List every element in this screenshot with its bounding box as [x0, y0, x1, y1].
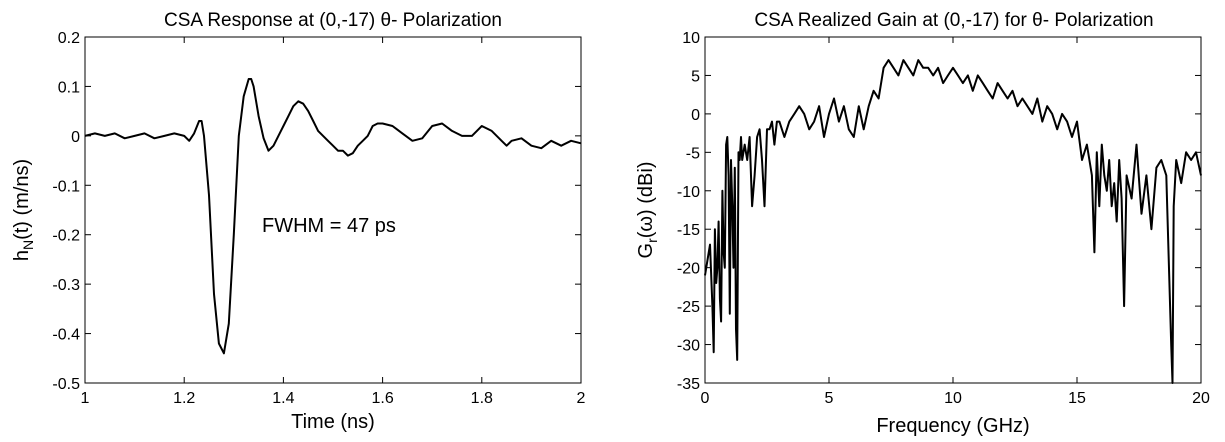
x-tick-label: 20	[1192, 390, 1210, 407]
x-axis-label: Frequency (GHz)	[876, 415, 1029, 437]
x-tick-label: 1.8	[471, 390, 493, 407]
plot-frame	[84, 36, 582, 384]
y-tick-label: -0.2	[52, 228, 80, 245]
x-axis: 1 1.2 1.4 1.6 1.8 2	[81, 37, 586, 407]
y-tick-label: 0.1	[58, 79, 80, 96]
y-tick-label: -25	[677, 299, 700, 316]
gain-line	[704, 59, 1202, 384]
chart-title: CSA Response at (0,-17) θ- Polarization	[164, 10, 502, 31]
x-tick-label: 0	[701, 390, 710, 407]
x-axis: 0 5 10 15 20	[701, 37, 1210, 407]
y-tick-label: -15	[677, 222, 700, 239]
y-label-rest: (ω) (dBi)	[635, 162, 657, 239]
y-tick-label: -10	[677, 184, 700, 201]
y-tick-label: -0.1	[52, 178, 80, 195]
y-tick-label: 0	[71, 129, 80, 146]
y-tick-label: 10	[682, 30, 700, 47]
y-tick-label: -0.5	[52, 376, 80, 393]
x-tick-label: 1.4	[272, 390, 294, 407]
realized-gain-chart: CSA Realized Gain at (0,-17) for θ- Pola…	[635, 10, 1210, 437]
x-tick-label: 1	[81, 390, 90, 407]
y-label-main: h	[11, 250, 33, 261]
y-tick-label: -0.4	[52, 327, 80, 344]
y-label-main: G	[635, 243, 657, 259]
y-tick-label: 0.2	[58, 30, 80, 47]
y-axis-label: hN(t) (m/ns)	[11, 159, 36, 261]
y-axis: -0.5 -0.4 -0.3 -0.2 -0.1 0 0.1 0.2	[52, 30, 581, 393]
x-tick-label: 10	[944, 390, 962, 407]
y-tick-label: 5	[691, 68, 700, 85]
fwhm-annotation: FWHM = 47 ps	[262, 215, 396, 237]
x-tick-label: 1.6	[371, 390, 393, 407]
y-tick-label: -5	[686, 145, 700, 162]
y-tick-label: -0.3	[52, 277, 80, 294]
x-axis-label: Time (ns)	[291, 411, 375, 433]
y-axis: -35 -30 -25 -20 -15 -10 -5 0 5 10	[677, 30, 1201, 393]
y-label-rest: (t) (m/ns)	[11, 159, 33, 240]
x-tick-label: 5	[825, 390, 834, 407]
x-tick-label: 2	[577, 390, 586, 407]
y-tick-label: -30	[677, 338, 700, 355]
y-label-sub: N	[20, 240, 36, 250]
y-tick-label: 0	[691, 107, 700, 124]
response-line	[84, 78, 582, 355]
y-axis-label: Gr(ω) (dBi)	[635, 162, 660, 259]
y-tick-label: -35	[677, 376, 700, 393]
time-response-chart: CSA Response at (0,-17) θ- Polarization …	[11, 10, 586, 433]
x-tick-label: 15	[1068, 390, 1086, 407]
chart-title: CSA Realized Gain at (0,-17) for θ- Pola…	[754, 10, 1153, 31]
y-label-sub: r	[644, 238, 660, 243]
y-tick-label: -20	[677, 261, 700, 278]
x-tick-label: 1.2	[173, 390, 195, 407]
